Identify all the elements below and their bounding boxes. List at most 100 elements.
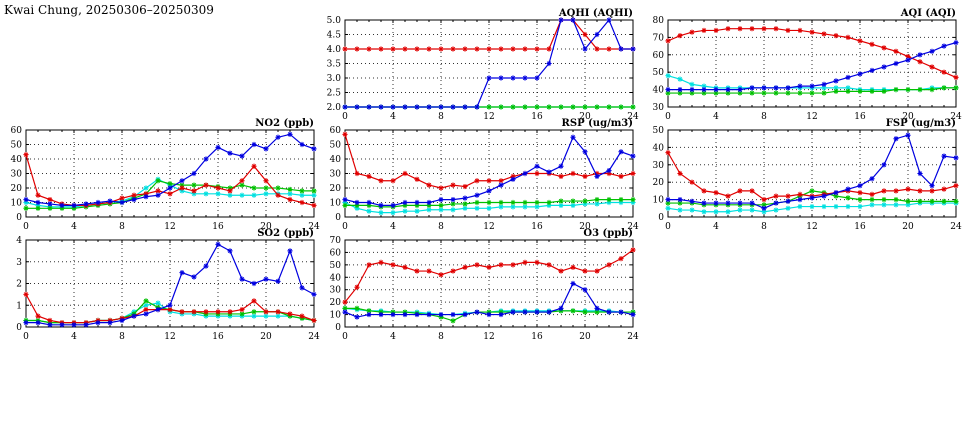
page-title: Kwai Chung, 20250306–20250309 (4, 3, 214, 17)
svg-text:0: 0 (665, 222, 671, 232)
svg-text:0: 0 (342, 332, 348, 342)
svg-text:24: 24 (308, 332, 320, 342)
chart-rsp: RSP (ug/m3) 0 10 20 30 40 50 60 0 4 8 12 16 20 24 (319, 116, 645, 237)
svg-text:0: 0 (23, 332, 29, 342)
svg-text:20: 20 (260, 222, 272, 232)
svg-text:24: 24 (308, 222, 320, 232)
svg-text:50: 50 (330, 261, 342, 271)
svg-text:0: 0 (665, 112, 671, 122)
svg-text:20: 20 (330, 298, 342, 308)
chart-fsp: FSP (ug/m3) 0 10 20 30 40 50 0 4 8 12 16 20 24 (642, 116, 968, 237)
svg-text:5.0: 5.0 (327, 16, 342, 26)
svg-text:16: 16 (531, 332, 543, 342)
svg-text:4: 4 (713, 112, 719, 122)
svg-text:0: 0 (23, 222, 29, 232)
svg-text:AQHI (AQHI): AQHI (AQHI) (558, 8, 633, 19)
svg-text:2.5: 2.5 (327, 89, 342, 99)
svg-text:O3 (ppb): O3 (ppb) (583, 228, 633, 239)
svg-text:20: 20 (330, 184, 342, 194)
svg-text:30: 30 (653, 161, 665, 171)
svg-text:60: 60 (653, 51, 665, 61)
svg-text:40: 40 (11, 155, 23, 165)
svg-text:30: 30 (330, 286, 342, 296)
chart-plot-rsp: RSP (ug/m3) 0 10 20 30 40 50 60 0 4 8 12 16 20 24 (330, 118, 639, 232)
chart-o3: O3 (ppb) 0 10 20 30 40 50 60 70 0 4 8 12 16 20 24 (319, 226, 645, 347)
svg-text:16: 16 (854, 222, 866, 232)
svg-text:12: 12 (806, 222, 817, 232)
svg-text:16: 16 (531, 222, 543, 232)
svg-text:50: 50 (653, 126, 665, 136)
svg-text:0: 0 (658, 213, 664, 223)
svg-text:12: 12 (164, 222, 175, 232)
svg-text:12: 12 (806, 112, 817, 122)
svg-text:2.0: 2.0 (327, 103, 342, 113)
svg-text:RSP (ug/m3): RSP (ug/m3) (562, 118, 633, 129)
svg-text:4: 4 (390, 112, 396, 122)
svg-text:16: 16 (212, 222, 224, 232)
svg-text:30: 30 (11, 170, 23, 180)
svg-text:40: 40 (330, 155, 342, 165)
svg-text:24: 24 (627, 222, 639, 232)
svg-text:70: 70 (653, 33, 665, 43)
svg-text:24: 24 (950, 112, 962, 122)
svg-text:1: 1 (16, 301, 22, 311)
svg-text:4.0: 4.0 (327, 45, 342, 55)
chart-plot-aqi: AQI (AQI) 30 40 50 60 70 80 0 4 8 12 16 20 24 (653, 8, 962, 122)
svg-text:60: 60 (11, 126, 23, 136)
svg-text:12: 12 (483, 112, 494, 122)
svg-text:20: 20 (579, 332, 591, 342)
svg-text:4: 4 (713, 222, 719, 232)
svg-text:40: 40 (330, 273, 342, 283)
chart-so2: SO2 (ppb) 0 1 2 3 4 0 4 8 12 16 20 24 (0, 226, 326, 347)
svg-text:0: 0 (16, 213, 22, 223)
svg-text:AQI (AQI): AQI (AQI) (900, 8, 956, 19)
chart-aqi: AQI (AQI) 30 40 50 60 70 80 0 4 8 12 16 20 24 (642, 6, 968, 127)
svg-text:8: 8 (761, 112, 767, 122)
svg-text:16: 16 (212, 332, 224, 342)
svg-text:20: 20 (902, 112, 914, 122)
svg-text:0: 0 (342, 112, 348, 122)
svg-text:0: 0 (16, 323, 22, 333)
svg-text:50: 50 (11, 141, 23, 151)
svg-text:50: 50 (330, 141, 342, 151)
svg-text:20: 20 (579, 112, 591, 122)
chart-plot-no2: NO2 (ppb) 0 10 20 30 40 50 60 0 4 8 12 16 20 24 (11, 118, 320, 232)
svg-text:12: 12 (164, 332, 175, 342)
chart-plot-aqhi: AQHI (AQHI) 2.0 2.5 3.0 3.5 4.0 4.5 5.0 0 4 8 12 16 2… (327, 8, 639, 122)
svg-text:20: 20 (902, 222, 914, 232)
svg-text:4: 4 (390, 222, 396, 232)
svg-text:SO2 (ppb): SO2 (ppb) (257, 228, 314, 239)
svg-text:12: 12 (483, 332, 494, 342)
svg-text:4: 4 (390, 332, 396, 342)
svg-text:60: 60 (330, 126, 342, 136)
svg-text:70: 70 (330, 236, 342, 246)
svg-text:10: 10 (330, 199, 342, 209)
svg-text:16: 16 (531, 112, 543, 122)
svg-text:4.5: 4.5 (327, 31, 342, 41)
chart-plot-o3: O3 (ppb) 0 10 20 30 40 50 60 70 0 4 8 12 16 20 24 (330, 228, 639, 342)
svg-text:20: 20 (579, 222, 591, 232)
svg-text:8: 8 (438, 222, 444, 232)
chart-no2: NO2 (ppb) 0 10 20 30 40 50 60 0 4 8 12 16 20 24 (0, 116, 326, 237)
svg-text:20: 20 (653, 178, 665, 188)
svg-text:0: 0 (342, 222, 348, 232)
chart-aqhi: AQHI (AQHI) 2.0 2.5 3.0 3.5 4.0 4.5 5.0 0 4 8 12 16 2… (319, 6, 645, 127)
svg-text:24: 24 (627, 332, 639, 342)
svg-text:40: 40 (653, 86, 665, 96)
svg-text:10: 10 (653, 196, 665, 206)
svg-text:8: 8 (761, 222, 767, 232)
svg-text:60: 60 (330, 248, 342, 258)
svg-text:50: 50 (653, 68, 665, 78)
svg-text:8: 8 (438, 332, 444, 342)
svg-text:8: 8 (438, 112, 444, 122)
svg-text:12: 12 (483, 222, 494, 232)
svg-text:4: 4 (16, 236, 22, 246)
svg-text:0: 0 (335, 323, 341, 333)
svg-text:8: 8 (119, 222, 125, 232)
svg-text:20: 20 (11, 184, 23, 194)
svg-text:4: 4 (71, 222, 77, 232)
svg-text:FSP (ug/m3): FSP (ug/m3) (886, 118, 956, 129)
svg-text:10: 10 (11, 199, 23, 209)
svg-text:20: 20 (260, 332, 272, 342)
